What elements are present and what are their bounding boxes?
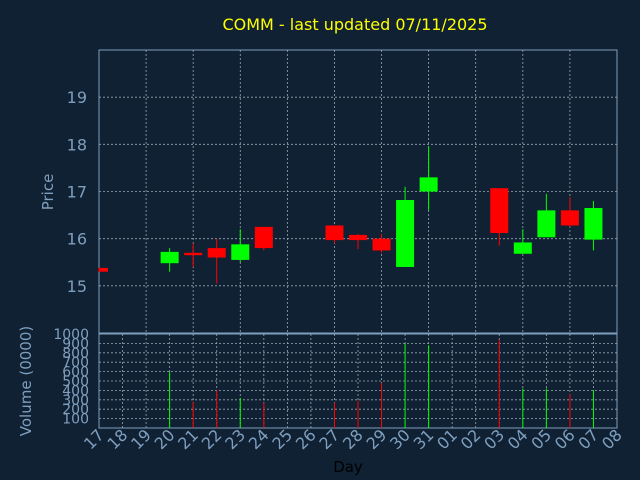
volume-tick-label: 200 bbox=[62, 402, 89, 418]
candle-body bbox=[419, 177, 438, 192]
candle-body bbox=[560, 210, 579, 226]
price-axis-label: Price bbox=[39, 174, 57, 211]
volume-tick-label: 300 bbox=[62, 393, 89, 409]
x-tick-label: 08 bbox=[598, 425, 626, 453]
candle-body bbox=[160, 251, 179, 264]
price-panel: 15 16 17 18 19 bbox=[67, 49, 618, 334]
price-plot-area bbox=[98, 49, 618, 334]
price-tick-label: 17 bbox=[67, 183, 87, 202]
price-tick-label: 18 bbox=[67, 135, 87, 154]
volume-tick-label: 100 bbox=[62, 412, 89, 428]
volume-tick-label: 800 bbox=[62, 346, 89, 362]
candle-body bbox=[372, 238, 391, 251]
candle-body bbox=[99, 267, 108, 272]
candle-body bbox=[254, 226, 273, 249]
volume-tick-label: 700 bbox=[62, 355, 89, 371]
candle-body bbox=[584, 208, 603, 240]
candle-body bbox=[184, 252, 203, 256]
volume-tick-label: 900 bbox=[62, 336, 89, 352]
volume-tick-label: 400 bbox=[62, 383, 89, 399]
candle-body bbox=[231, 244, 250, 260]
price-tick-label: 16 bbox=[67, 230, 87, 249]
x-axis-ticks: 1718192021222324252627282930310102030405… bbox=[80, 425, 626, 453]
volume-tick-label: 600 bbox=[62, 365, 89, 381]
candle-body bbox=[513, 242, 532, 254]
volume-tick-label: 1000 bbox=[53, 327, 89, 343]
candle-body bbox=[325, 225, 344, 241]
candle-body bbox=[349, 234, 367, 241]
candle-body bbox=[396, 199, 415, 267]
volume-axis-label: Volume (0000) bbox=[17, 326, 35, 436]
candle-body bbox=[490, 188, 509, 234]
chart-title: COMM - last updated 07/11/2025 bbox=[222, 15, 487, 34]
price-tick-label: 19 bbox=[67, 88, 87, 107]
x-axis-label: Day bbox=[333, 458, 363, 476]
candle-body bbox=[207, 248, 226, 258]
volume-tick-label: 500 bbox=[62, 374, 89, 390]
price-tick-label: 15 bbox=[67, 277, 87, 296]
candle-body bbox=[537, 210, 556, 238]
